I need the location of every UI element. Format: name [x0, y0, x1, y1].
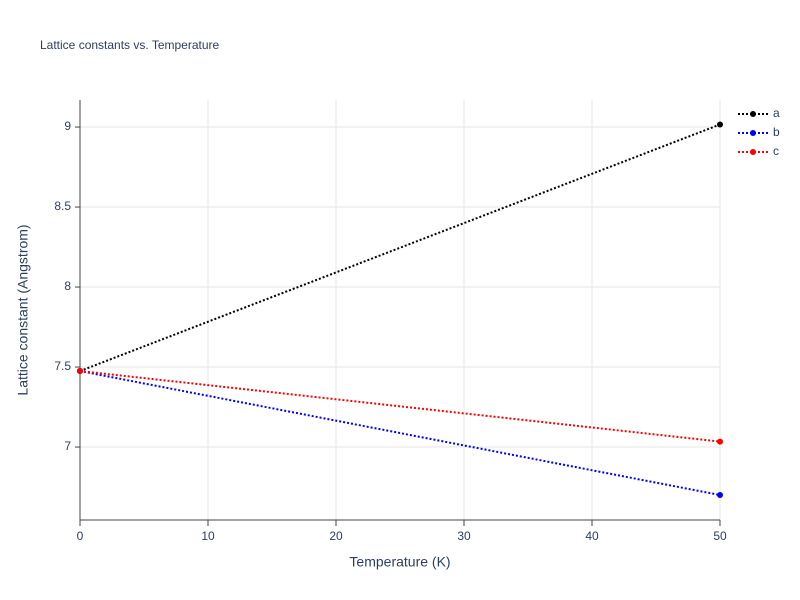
data-point [717, 121, 723, 128]
y-tick-label: 9 [64, 119, 71, 133]
x-tick-label: 0 [77, 529, 84, 543]
y-axis-label: Lattice constant (Angstrom) [15, 224, 31, 395]
series-line [79, 370, 721, 443]
legend-marker [750, 130, 756, 136]
legend-label: a [773, 106, 780, 120]
y-tick-label: 8.5 [54, 199, 71, 213]
series-line [79, 123, 721, 372]
x-tick-label: 10 [201, 529, 215, 543]
data-point [717, 492, 723, 499]
series-line [79, 370, 721, 497]
data-point [717, 438, 723, 445]
y-tick-label: 7 [64, 439, 71, 453]
x-tick-label: 20 [329, 529, 343, 543]
x-axis-label: Temperature (K) [349, 554, 450, 570]
x-tick-label: 40 [585, 529, 599, 543]
legend-marker [750, 149, 756, 155]
legend-label: b [773, 125, 780, 139]
y-tick-label: 7.5 [54, 359, 71, 373]
y-tick-label: 8 [64, 279, 71, 293]
legend-marker [750, 111, 756, 117]
x-tick-label: 30 [457, 529, 471, 543]
x-tick-label: 50 [713, 529, 727, 543]
legend-label: c [773, 144, 779, 158]
chart-title: Lattice constants vs. Temperature [40, 38, 220, 52]
data-point [77, 368, 83, 375]
